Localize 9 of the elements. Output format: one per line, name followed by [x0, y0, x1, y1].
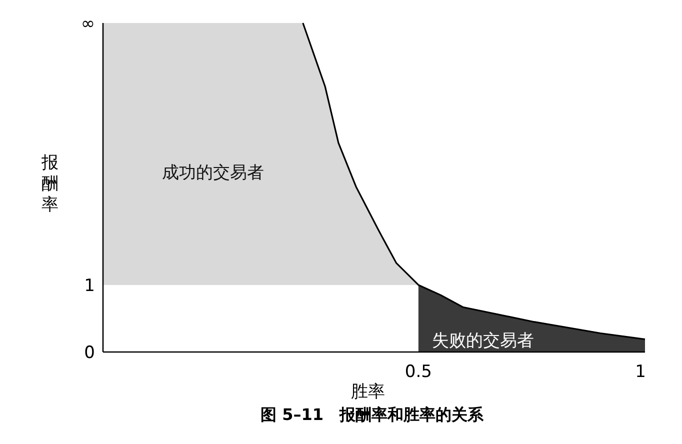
x-axis-title: 胜率 [351, 382, 385, 402]
y-tick-label: 1 [84, 276, 95, 296]
x-tick-label: 0.5 [404, 362, 432, 382]
annotation: 失败的交易者 [432, 331, 534, 351]
annotation: 成功的交易者 [162, 163, 264, 183]
y-tick-label: ∞ [80, 14, 95, 34]
y-axis-title: 报酬率 [40, 153, 58, 215]
text: 图 5–11 报酬率和胜率的关系 [260, 405, 484, 424]
y-tick-label: 0 [84, 343, 95, 363]
